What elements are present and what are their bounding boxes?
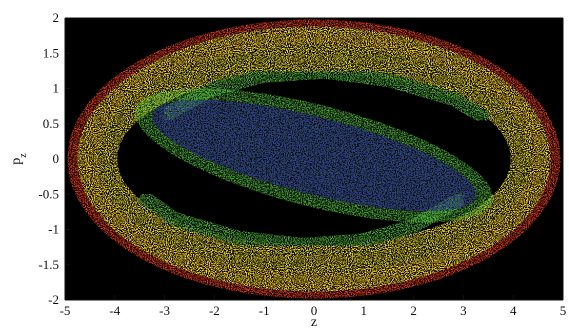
x-tick-label: 4 xyxy=(510,303,517,318)
x-axis-label: z xyxy=(311,315,317,330)
y-axis-label: pz xyxy=(9,153,29,165)
y-tick-label: -1.5 xyxy=(38,257,59,272)
y-tick-label: -2 xyxy=(48,292,59,307)
y-tick-label: 1.5 xyxy=(43,45,59,60)
y-tick-label: 1 xyxy=(53,81,60,96)
y-tick-label: 0 xyxy=(53,151,60,166)
y-tick-label: 2 xyxy=(53,10,60,25)
x-axis-ticks: -5 -4 -3 -2 -1 0 1 2 3 4 5 xyxy=(60,295,567,318)
x-tick-label: -3 xyxy=(159,303,170,318)
x-tick-label: 5 xyxy=(560,303,567,318)
x-tick-label: 3 xyxy=(460,303,467,318)
x-tick-label: -5 xyxy=(60,303,71,318)
y-tick-label: 0.5 xyxy=(43,116,59,131)
x-tick-label: 0 xyxy=(311,303,318,318)
x-tick-label: -2 xyxy=(209,303,220,318)
y-tick-label: -1 xyxy=(48,222,59,237)
lower-arm xyxy=(132,187,471,253)
x-tick-label: 1 xyxy=(361,303,368,318)
blue-core xyxy=(152,99,476,212)
y-axis-ticks: -2 -1.5 -1 -0.5 0 0.5 1 1.5 2 xyxy=(38,10,70,307)
x-tick-label: -4 xyxy=(109,303,120,318)
x-tick-label: 2 xyxy=(410,303,417,318)
upper-arm xyxy=(157,64,496,128)
phase-space-regions xyxy=(67,19,561,299)
x-tick-label: -1 xyxy=(259,303,270,318)
y-tick-label: -0.5 xyxy=(38,186,59,201)
